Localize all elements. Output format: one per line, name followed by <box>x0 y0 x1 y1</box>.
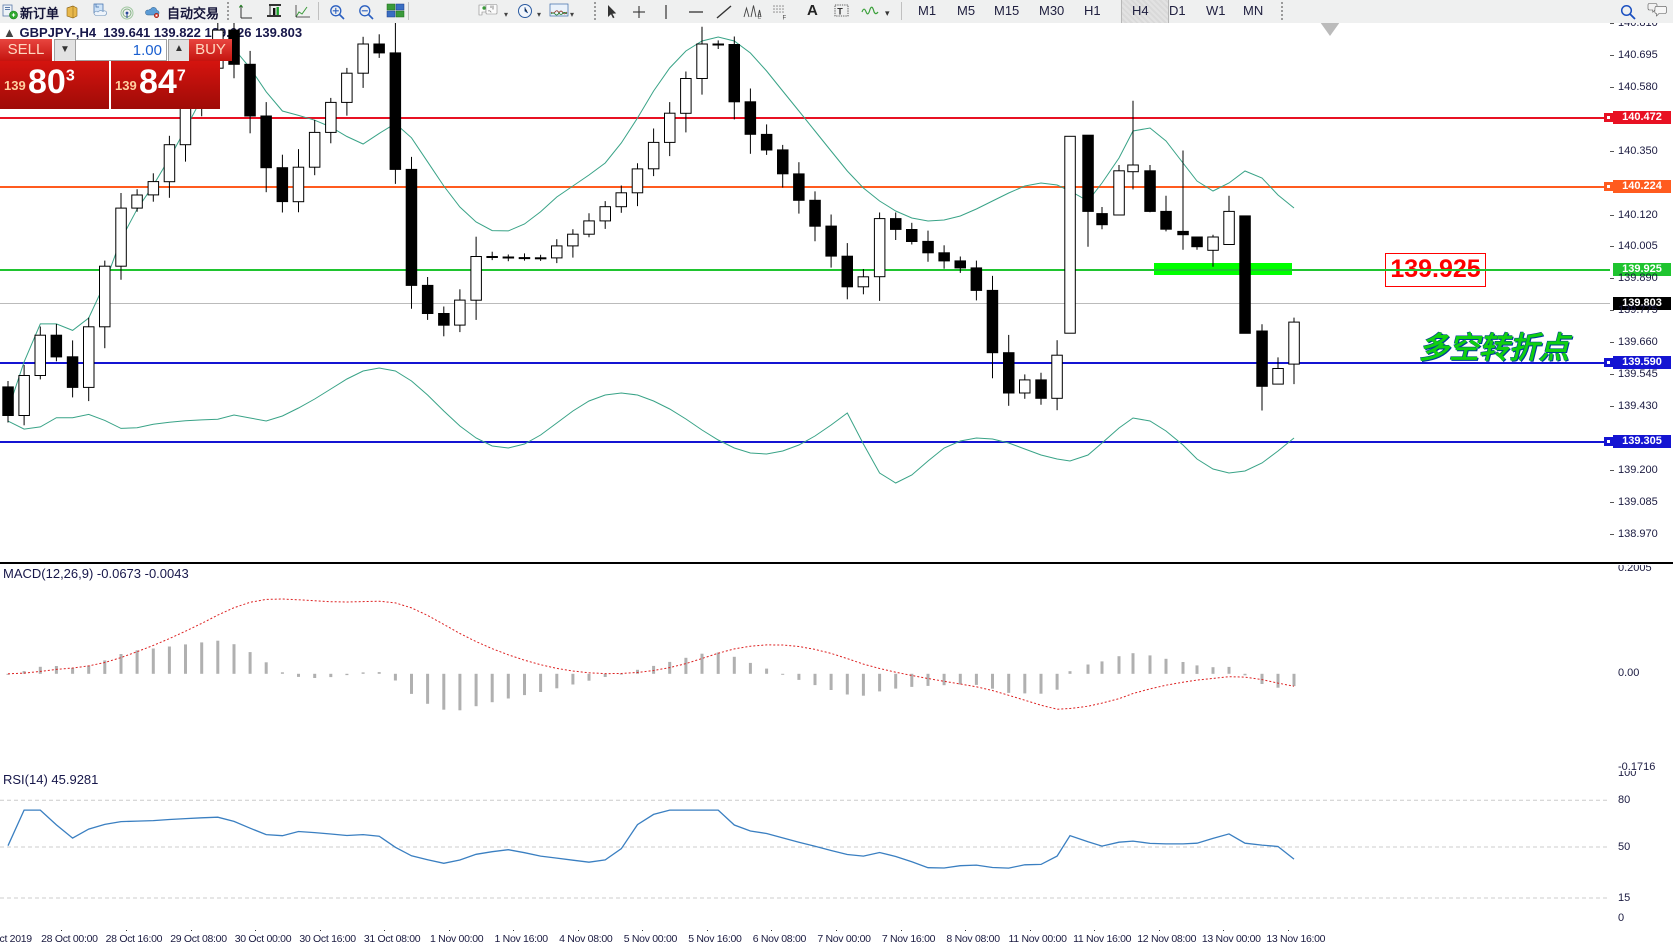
svg-text:F: F <box>783 16 787 21</box>
svg-text:E: E <box>758 15 762 20</box>
svg-text:T: T <box>837 7 843 17</box>
